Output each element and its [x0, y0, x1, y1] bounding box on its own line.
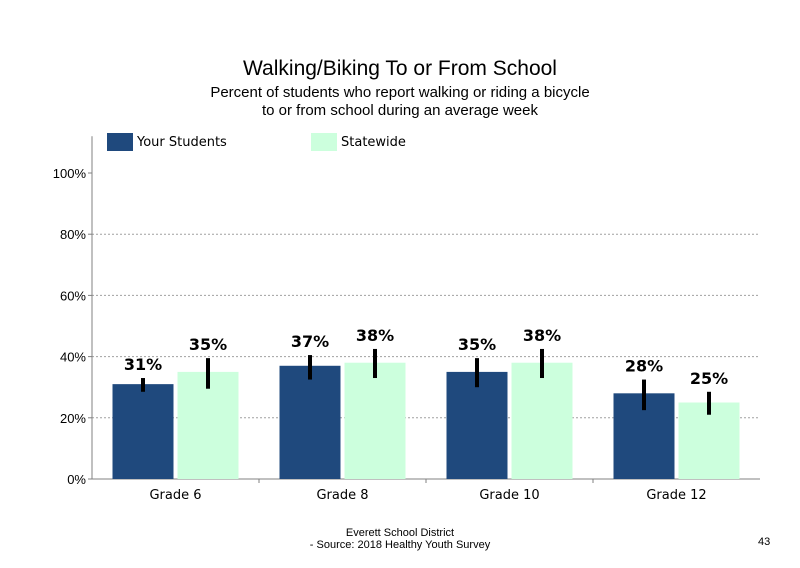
- bar-your-students-grade-10: [446, 371, 508, 479]
- x-category-label-grade-6: Grade 6: [149, 488, 201, 503]
- data-label-your-students-grade-12: 28%: [625, 357, 663, 376]
- legend-item-statewide: Statewide: [311, 133, 406, 151]
- chart-subtitle-line-2: to or from school during an average week: [262, 102, 538, 119]
- y-tick-label-20: 20%: [60, 411, 86, 426]
- data-label-your-students-grade-8: 37%: [291, 332, 329, 351]
- bar-your-students-grade-6: [112, 384, 174, 479]
- footer-source: - Source: 2018 Healthy Youth Survey: [309, 539, 491, 551]
- y-tick-label-100: 100%: [53, 166, 87, 181]
- y-tick-label-60: 60%: [60, 288, 86, 303]
- data-label-statewide-grade-6: 35%: [189, 335, 227, 354]
- data-label-statewide-grade-8: 38%: [356, 326, 394, 345]
- bar-statewide-grade-8: [344, 362, 406, 479]
- legend-item-your-students: Your Students: [107, 133, 227, 151]
- data-label-your-students-grade-6: 31%: [124, 355, 162, 374]
- bar-statewide-grade-6: [177, 371, 239, 479]
- bar-statewide-grade-12: [678, 402, 740, 479]
- page-number: 43: [758, 536, 771, 548]
- bar-your-students-grade-8: [279, 365, 341, 479]
- chart-subtitle-line-1: Percent of students who report walking o…: [210, 84, 590, 101]
- x-category-label-grade-8: Grade 8: [316, 488, 368, 503]
- y-tick-label-0: 0%: [67, 472, 86, 487]
- y-tick-label-40: 40%: [60, 350, 86, 365]
- data-label-statewide-grade-12: 25%: [690, 369, 728, 388]
- chart-title: Walking/Biking To or From School: [243, 57, 557, 80]
- data-label-statewide-grade-10: 38%: [523, 326, 561, 345]
- y-tick-label-80: 80%: [60, 227, 86, 242]
- legend-label-statewide: Statewide: [341, 134, 406, 150]
- legend-swatch-statewide: [311, 133, 337, 151]
- x-category-label-grade-10: Grade 10: [479, 488, 539, 503]
- data-label-your-students-grade-10: 35%: [458, 335, 496, 354]
- x-category-label-grade-12: Grade 12: [646, 488, 706, 503]
- legend-label-your-students: Your Students: [137, 134, 227, 150]
- legend-swatch-your-students: [107, 133, 133, 151]
- bar-statewide-grade-10: [511, 362, 573, 479]
- footer-district: Everett School District: [345, 527, 455, 539]
